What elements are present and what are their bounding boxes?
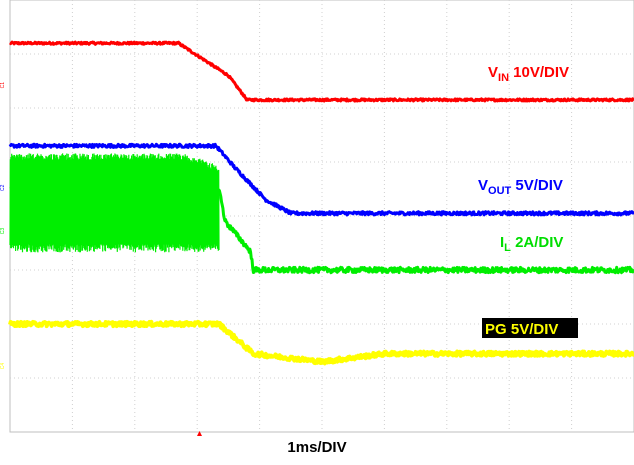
channel-marker: C3 [0,228,6,235]
channel-marker: C1 [0,82,6,89]
label-pg: PG 5V/DIV [485,321,558,338]
x-axis-label: 1ms/DIV [0,439,634,456]
channel-marker: C2 [0,184,6,191]
channel-marker: C4 [0,363,6,370]
channel-markers: C1 C2 C3 C4 [0,82,6,369]
trace-ripple-il [10,153,219,252]
